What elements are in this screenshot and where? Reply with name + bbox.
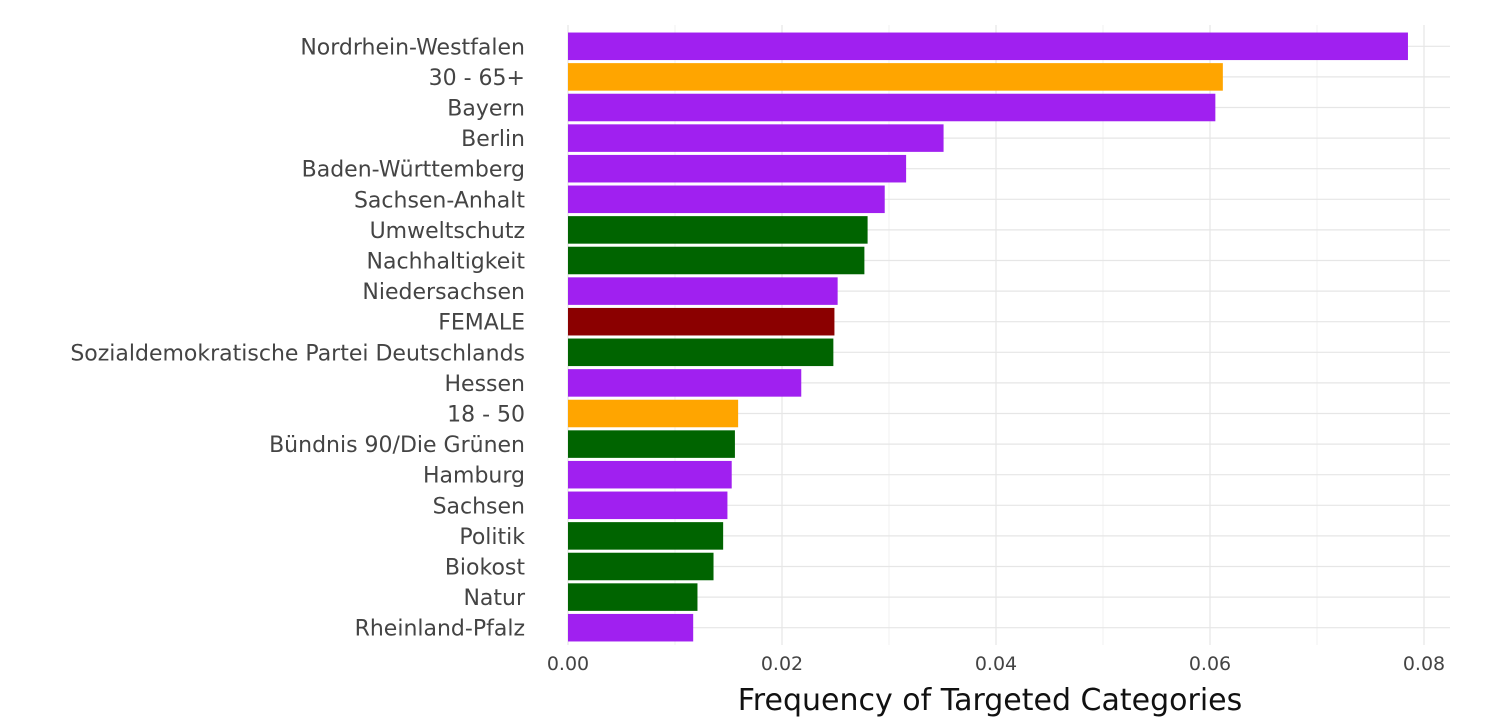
bars <box>568 32 1408 642</box>
bar <box>568 460 732 489</box>
category-label: Politik <box>459 525 525 550</box>
category-label: Baden-Württemberg <box>302 158 525 183</box>
category-label: Berlin <box>461 127 525 152</box>
category-label: Sachsen-Anhalt <box>354 188 525 213</box>
category-label: Niedersachsen <box>362 280 525 305</box>
category-label: Biokost <box>445 556 526 581</box>
category-label: Rheinland-Pfalz <box>355 617 525 642</box>
bar <box>568 338 834 367</box>
category-label: Bündnis 90/Die Grünen <box>269 433 525 458</box>
category-labels: Nordrhein-Westfalen 30 - 65+ Bayern Berlin B… <box>70 35 526 641</box>
category-label: Nordrhein-Westfalen <box>300 35 525 60</box>
bar <box>568 124 944 152</box>
category-label: FEMALE <box>438 311 525 336</box>
category-label: Hessen <box>445 372 525 397</box>
bar <box>568 613 694 642</box>
bar <box>568 32 1408 61</box>
x-tick-label: 0.04 <box>975 653 1017 675</box>
category-label: Hamburg <box>423 464 525 489</box>
bar <box>568 522 724 550</box>
bar <box>568 583 698 611</box>
category-label: 30 - 65+ <box>429 66 525 91</box>
category-label: Sozialdemokratische Partei Deutschlands <box>70 341 525 366</box>
x-tick-label: 0.08 <box>1403 653 1445 675</box>
x-tick-label: 0.00 <box>547 653 589 675</box>
bar <box>568 552 714 581</box>
x-axis-title: Frequency of Targeted Categories <box>738 683 1243 718</box>
x-tick-labels: 0.00 0.02 0.04 0.06 0.08 <box>547 653 1445 675</box>
bar <box>568 430 735 458</box>
bar <box>568 399 739 428</box>
bar <box>568 216 868 244</box>
bar <box>568 63 1223 91</box>
category-label: 18 - 50 <box>447 403 525 428</box>
bar <box>568 154 907 183</box>
category-label: Nachhaltigkeit <box>367 250 526 275</box>
bar <box>568 277 838 305</box>
bar <box>568 307 835 336</box>
bar <box>568 93 1216 122</box>
category-label: Bayern <box>447 97 525 122</box>
bar <box>568 369 802 397</box>
bar <box>568 491 728 520</box>
x-tick-label: 0.06 <box>1189 653 1231 675</box>
category-label: Sachsen <box>433 494 525 519</box>
bar <box>568 246 865 275</box>
bar <box>568 185 885 214</box>
category-label: Natur <box>463 586 526 611</box>
category-label: Umweltschutz <box>370 219 525 244</box>
x-tick-label: 0.02 <box>761 653 803 675</box>
